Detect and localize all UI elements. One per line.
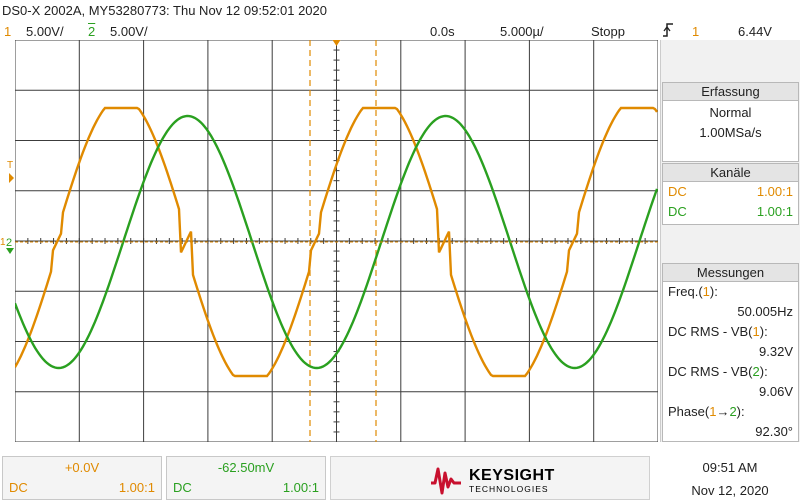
ch1-settings: DC 1.00:1 xyxy=(9,480,155,495)
ch1-offset: +0.0V xyxy=(64,460,100,475)
waveform-plot xyxy=(15,40,658,442)
timebase[interactable]: 5.000µ/ xyxy=(500,24,544,39)
ch2-number[interactable]: 2 xyxy=(88,24,96,39)
ch1-scale[interactable]: 5.00V/ xyxy=(26,24,64,39)
ch2-ground-marker[interactable]: 2 xyxy=(6,237,12,249)
ch2-coupling: DC xyxy=(668,204,687,219)
measurements-box[interactable]: Messungen Freq.(1): 50.005Hz DC RMS - VB… xyxy=(662,263,799,442)
ch2-probe: 1.00:1 xyxy=(756,204,793,219)
acquisition-box[interactable]: Erfassung Normal 1.00MSa/s xyxy=(662,82,799,162)
ground-arrow[interactable] xyxy=(6,248,14,254)
ground-markers: T 1 2 xyxy=(0,40,16,442)
measurements-title: Messungen xyxy=(663,264,798,282)
freq-value: 50.005Hz xyxy=(737,304,793,319)
acquisition-title: Erfassung xyxy=(663,83,798,101)
clock-time: 09:51 AM xyxy=(702,460,758,475)
brand-name-bottom: KEYSIGHT xyxy=(469,467,555,484)
rising-edge-icon[interactable] xyxy=(662,21,674,44)
channel-2-row[interactable]: DC 1.00:1 xyxy=(663,202,798,222)
rms2-label: DC RMS - VB(2): xyxy=(668,364,768,379)
status-bar: 1 5.00V/ 2 5.00V/ 0.0s 5.000µ/ Stopp 1 6… xyxy=(0,22,800,41)
channels-box[interactable]: Kanäle DC 1.00:1 DC 1.00:1 xyxy=(662,163,799,225)
ch1-info-box[interactable]: +0.0V DC 1.00:1 xyxy=(2,456,162,500)
ch1-probe: 1.00:1 xyxy=(756,184,793,199)
sample-rate: 1.00MSa/s xyxy=(699,125,762,140)
ch1-ground-marker[interactable]: 1 xyxy=(0,237,6,248)
channels-title: Kanäle xyxy=(663,164,798,182)
rms2-value: 9.06V xyxy=(759,384,793,399)
ch2-offset: -62.50mV xyxy=(217,460,275,475)
ch2-settings: DC 1.00:1 xyxy=(173,480,319,495)
trigger-level[interactable]: 6.44V xyxy=(738,24,772,39)
ch2-scale[interactable]: 5.00V/ xyxy=(110,24,148,39)
phase-label: Phase(1→2): xyxy=(668,404,745,419)
cursor-lines xyxy=(309,40,377,442)
keysight-logo-bottom: KEYSIGHT TECHNOLOGIES xyxy=(330,456,650,500)
channel-1-row[interactable]: DC 1.00:1 xyxy=(663,182,798,202)
ch1-coupling: DC xyxy=(668,184,687,199)
phase-value: 92.30° xyxy=(755,424,793,439)
trigger-position-marker xyxy=(332,40,341,46)
right-panel: Erfassung Normal 1.00MSa/s Kanäle DC 1.0… xyxy=(660,40,800,442)
freq-label: Freq.(1): xyxy=(668,284,718,299)
rms1-label: DC RMS - VB(1): xyxy=(668,324,768,339)
graticule xyxy=(15,40,658,442)
run-state[interactable]: Stopp xyxy=(591,24,625,39)
horizontal-delay[interactable]: 0.0s xyxy=(430,24,455,39)
clock-date: Nov 12, 2020 xyxy=(691,483,769,498)
trace-ch2 xyxy=(15,114,658,370)
ch2-info-box[interactable]: -62.50mV DC 1.00:1 xyxy=(166,456,326,500)
ch1-number[interactable]: 1 xyxy=(4,24,12,39)
trigger-level-marker[interactable]: T xyxy=(7,160,13,171)
window-title: DS0-X 2002A, MY53280773: Thu Nov 12 09:5… xyxy=(2,3,327,18)
bottom-bar: +0.0V DC 1.00:1 -62.50mV DC 1.00:1 KEYSIGH… xyxy=(0,443,800,503)
rms1-value: 9.32V xyxy=(759,344,793,359)
trace-ch1 xyxy=(15,106,658,378)
brand-sub-bottom: TECHNOLOGIES xyxy=(469,484,549,494)
trigger-source[interactable]: 1 xyxy=(692,24,700,39)
acquisition-mode: Normal xyxy=(709,105,752,120)
trigger-level-arrow[interactable] xyxy=(9,173,14,183)
traces xyxy=(15,106,658,378)
waveform-display[interactable] xyxy=(15,40,658,442)
